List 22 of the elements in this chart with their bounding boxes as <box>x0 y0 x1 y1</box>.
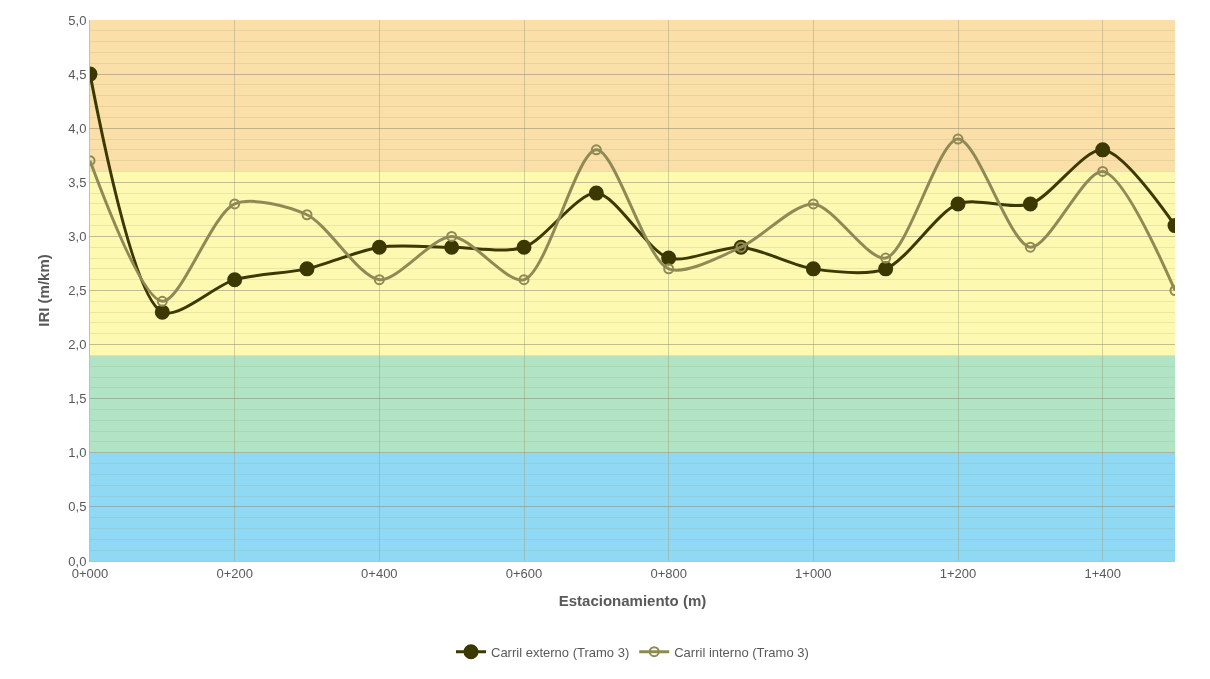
legend-label: Carril interno (Tramo 3) <box>674 644 809 660</box>
y-tick-label: 2,0 <box>68 337 87 353</box>
y-tick-label: 4,5 <box>68 66 87 82</box>
x-tick-label: 0+400 <box>361 565 398 581</box>
y-tick-label: 2,5 <box>68 283 87 299</box>
y-tick-label: 1,0 <box>68 445 87 461</box>
x-axis-title: Estacionamiento (m) <box>558 591 707 609</box>
legend-label: Carril externo (Tramo 3) <box>491 644 630 660</box>
y-tick-label: 0,5 <box>68 499 87 515</box>
y-tick-label: 3,0 <box>68 228 87 244</box>
y-tick-label: 5,0 <box>68 12 87 28</box>
y-tick-label: 4,0 <box>68 120 87 136</box>
y-axis-title: IRI (m/km) <box>34 254 52 327</box>
x-tick-label: 0+600 <box>505 565 543 581</box>
x-tick-label: 0+800 <box>650 565 687 581</box>
x-tick-label: 1+000 <box>795 565 832 581</box>
x-tick-label: 0+200 <box>216 565 253 581</box>
y-tick-label: 3,5 <box>68 174 87 190</box>
y-tick-label: 0,0 <box>68 553 87 569</box>
x-tick-label: 1+200 <box>939 565 977 581</box>
x-tick-label: 1+400 <box>1084 565 1121 581</box>
y-tick-label: 1,5 <box>68 391 87 407</box>
